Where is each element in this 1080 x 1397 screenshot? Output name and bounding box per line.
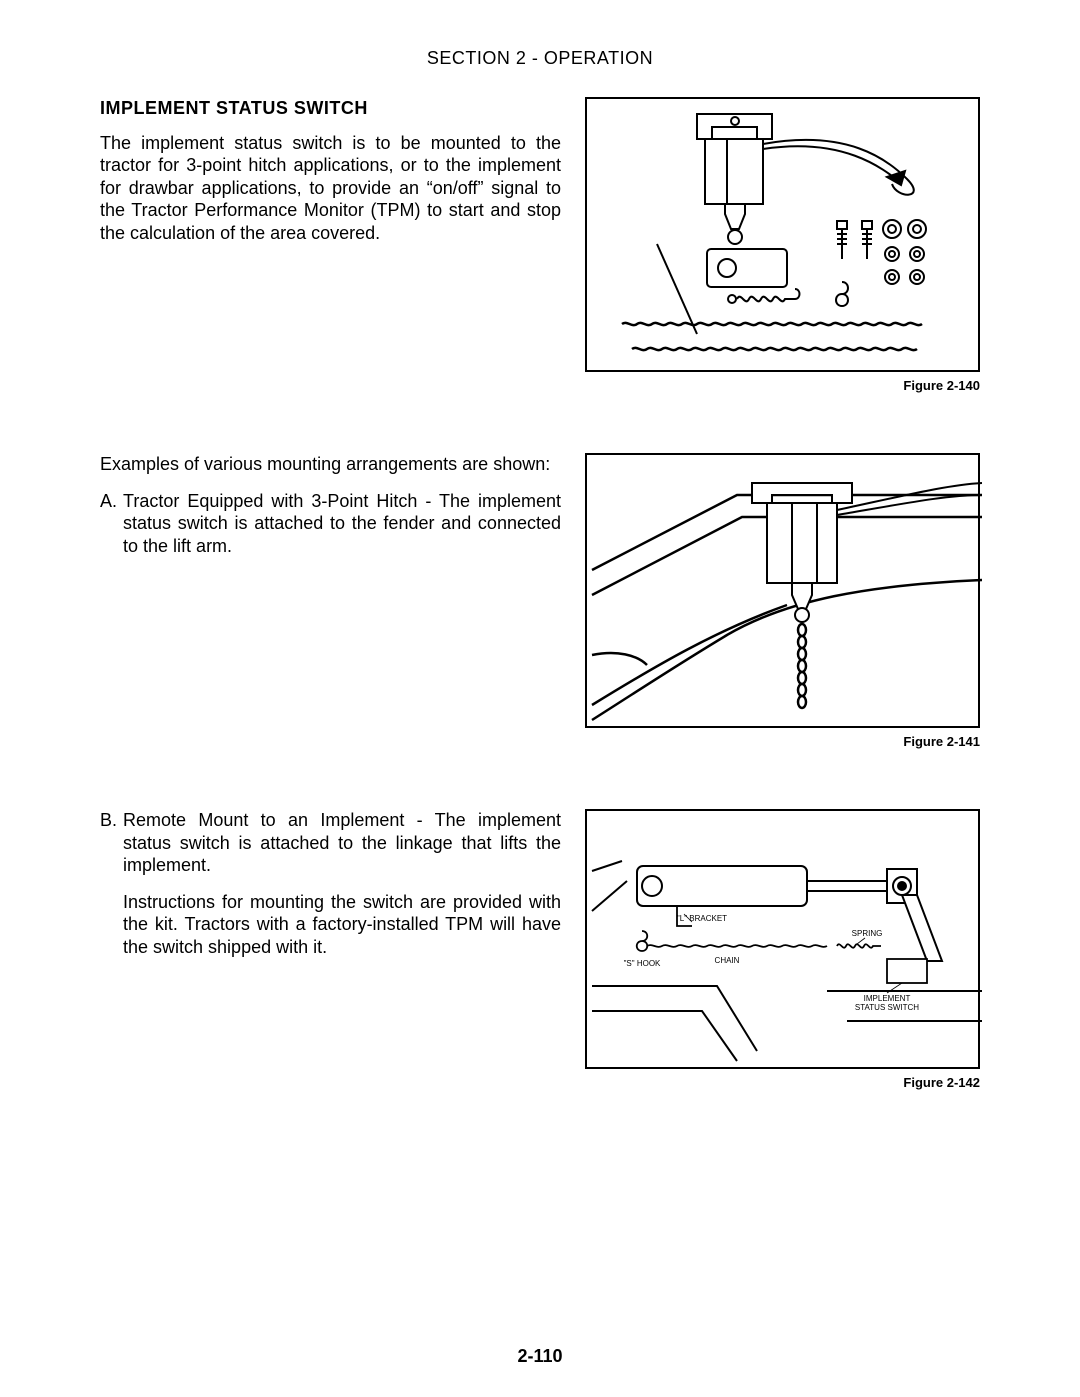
content-block-1: IMPLEMENT STATUS SWITCH The implement st… bbox=[100, 97, 980, 393]
paragraph-intro: The implement status switch is to be mou… bbox=[100, 132, 561, 245]
content-block-3: B. Remote Mount to an Implement - The im… bbox=[100, 809, 980, 1090]
list-body-b-text2: Instructions for mounting the switch are… bbox=[123, 891, 561, 959]
list-body-b-text1: Remote Mount to an Implement - The imple… bbox=[123, 809, 561, 877]
content-block-2: Examples of various mounting arrangement… bbox=[100, 453, 980, 749]
figure-column-2: Figure 2-141 bbox=[585, 453, 980, 749]
figure-column-3: "L" BRACKET "S" HOOK CHAIN SPRING IMPLEM… bbox=[585, 809, 980, 1090]
text-column-1: IMPLEMENT STATUS SWITCH The implement st… bbox=[100, 97, 561, 258]
section-header: SECTION 2 - OPERATION bbox=[100, 48, 980, 69]
text-column-3: B. Remote Mount to an Implement - The im… bbox=[100, 809, 561, 972]
list-marker-a: A. bbox=[100, 490, 117, 558]
figure-2-140 bbox=[585, 97, 980, 372]
label-l-bracket: "L" BRACKET bbox=[677, 914, 727, 923]
list-item-b: B. Remote Mount to an Implement - The im… bbox=[100, 809, 561, 958]
figure-2-142: "L" BRACKET "S" HOOK CHAIN SPRING IMPLEM… bbox=[585, 809, 980, 1069]
list-marker-b: B. bbox=[100, 809, 117, 958]
figure-caption-1: Figure 2-140 bbox=[903, 378, 980, 393]
list-body-a: Tractor Equipped with 3-Point Hitch - Th… bbox=[123, 490, 561, 558]
list-body-b: Remote Mount to an Implement - The imple… bbox=[123, 809, 561, 958]
label-implement-1: IMPLEMENT bbox=[864, 994, 911, 1003]
text-column-2: Examples of various mounting arrangement… bbox=[100, 453, 561, 571]
label-s-hook: "S" HOOK bbox=[624, 959, 661, 968]
page-number: 2-110 bbox=[0, 1346, 1080, 1367]
figure-2-141 bbox=[585, 453, 980, 728]
paragraph-examples: Examples of various mounting arrangement… bbox=[100, 453, 561, 476]
label-implement-2: STATUS SWITCH bbox=[855, 1003, 919, 1012]
page: SECTION 2 - OPERATION IMPLEMENT STATUS S… bbox=[0, 0, 1080, 1397]
heading: IMPLEMENT STATUS SWITCH bbox=[100, 97, 561, 120]
figure-caption-3: Figure 2-142 bbox=[903, 1075, 980, 1090]
label-chain: CHAIN bbox=[715, 956, 740, 965]
figure-caption-2: Figure 2-141 bbox=[903, 734, 980, 749]
figure-column-1: Figure 2-140 bbox=[585, 97, 980, 393]
list-item-a: A. Tractor Equipped with 3-Point Hitch -… bbox=[100, 490, 561, 558]
label-spring: SPRING bbox=[852, 929, 883, 938]
